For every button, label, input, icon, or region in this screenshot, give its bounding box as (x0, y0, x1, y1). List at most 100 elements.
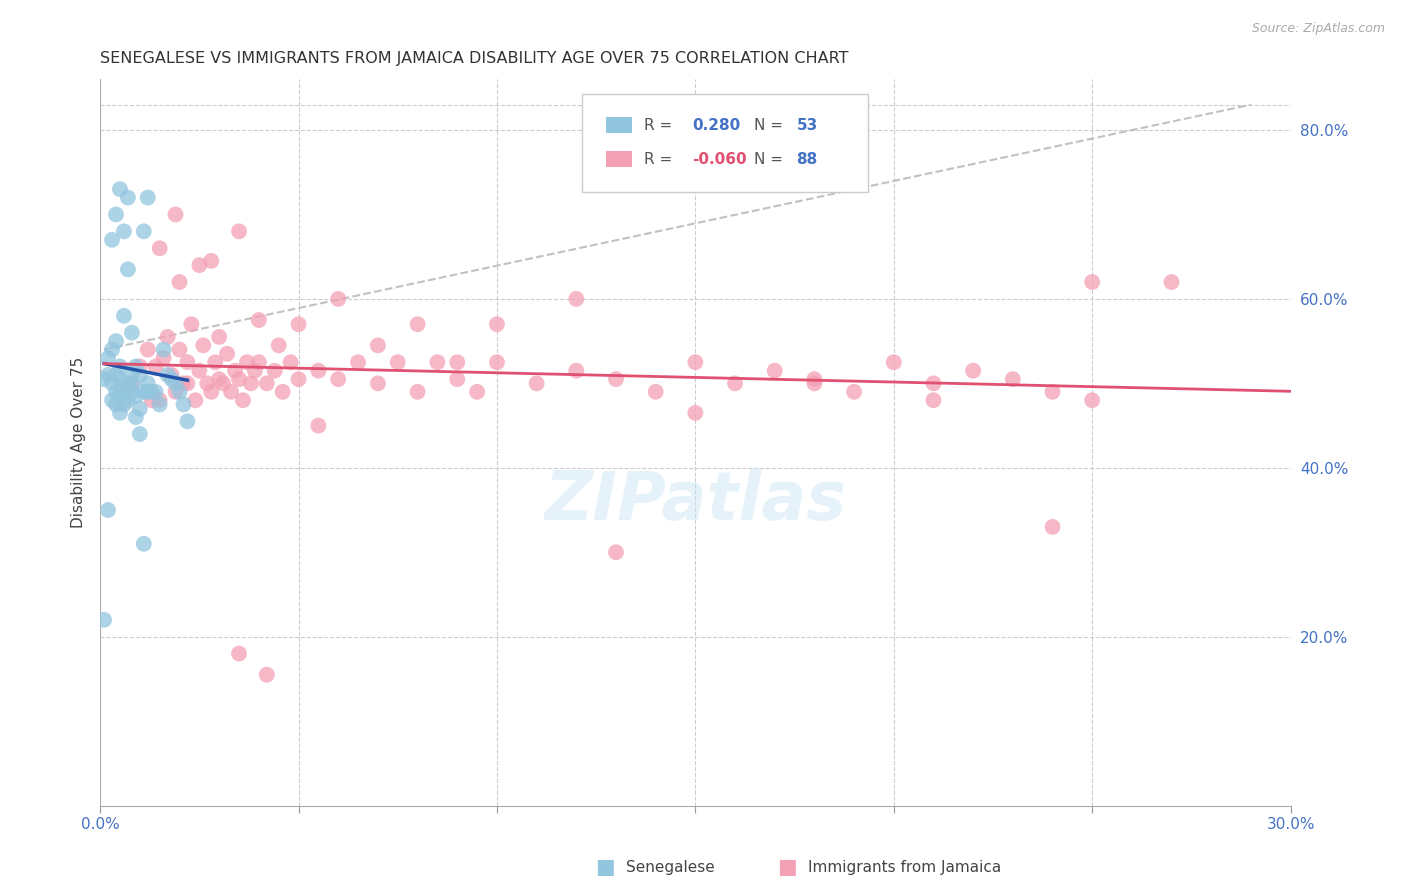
Point (232, 393, 254, 408)
Text: Source: ZipAtlas.com: Source: ZipAtlas.com (1251, 22, 1385, 36)
Y-axis label: Disability Age Over 75: Disability Age Over 75 (72, 357, 86, 528)
Point (485, 355, 508, 369)
Point (426, 355, 449, 369)
Point (132, 384, 155, 399)
Point (685, 355, 707, 369)
Point (328, 292, 350, 306)
Point (605, 372, 627, 386)
Point (228, 224, 250, 238)
Point (219, 384, 242, 399)
Point (256, 667, 278, 681)
Point (328, 372, 350, 386)
Point (247, 355, 270, 369)
Point (204, 355, 226, 369)
Point (121, 376, 143, 391)
Point (247, 313, 270, 327)
Point (239, 376, 262, 391)
Point (465, 384, 488, 399)
Point (128, 427, 150, 442)
Point (108, 359, 131, 374)
Point (243, 364, 266, 378)
Point (200, 253, 222, 268)
Point (121, 368, 143, 382)
Point (367, 376, 389, 391)
Point (803, 372, 825, 386)
Text: ZIPatlas: ZIPatlas (544, 467, 846, 533)
Point (184, 393, 207, 408)
Point (156, 330, 179, 344)
Text: -0.060: -0.060 (692, 152, 747, 167)
Point (962, 364, 984, 378)
Point (121, 384, 143, 399)
Point (922, 393, 945, 408)
Point (149, 393, 172, 408)
Point (145, 359, 167, 374)
Point (367, 338, 389, 352)
Point (128, 401, 150, 416)
Point (406, 318, 429, 332)
Text: R =: R = (644, 118, 678, 133)
Point (156, 368, 179, 382)
Point (105, 397, 128, 411)
Point (193, 338, 215, 352)
Point (108, 389, 131, 403)
Point (347, 355, 370, 369)
Point (446, 372, 468, 386)
Point (228, 372, 250, 386)
Point (112, 381, 135, 395)
Point (136, 343, 159, 357)
Text: ■: ■ (778, 857, 797, 877)
Point (176, 376, 198, 391)
Point (1042, 520, 1064, 534)
Point (188, 364, 211, 378)
Point (136, 190, 159, 204)
Point (117, 262, 139, 277)
Point (1160, 275, 1182, 289)
Point (97, 368, 120, 382)
Point (117, 190, 139, 204)
Point (256, 376, 278, 391)
Text: R =: R = (644, 152, 678, 167)
Point (263, 364, 285, 378)
Text: N =: N = (754, 152, 787, 167)
Point (125, 389, 148, 403)
Point (105, 384, 128, 399)
Point (117, 376, 139, 391)
Point (1081, 275, 1104, 289)
Point (1001, 372, 1024, 386)
Point (188, 258, 211, 272)
Point (803, 376, 825, 391)
Text: ■: ■ (595, 857, 614, 877)
Point (565, 364, 588, 378)
Point (195, 376, 218, 391)
Point (149, 397, 172, 411)
Point (112, 309, 135, 323)
Point (387, 355, 409, 369)
Text: 53: 53 (797, 118, 818, 133)
Point (121, 326, 143, 340)
Point (1042, 384, 1064, 399)
Point (200, 384, 222, 399)
Point (526, 376, 548, 391)
Point (112, 397, 135, 411)
Point (267, 338, 290, 352)
Point (307, 418, 329, 433)
Point (160, 372, 183, 386)
Point (141, 393, 163, 408)
Point (132, 224, 155, 238)
Point (307, 364, 329, 378)
Point (763, 364, 786, 378)
Point (842, 384, 865, 399)
Point (176, 414, 198, 428)
Point (101, 233, 124, 247)
FancyBboxPatch shape (606, 152, 633, 167)
Point (149, 241, 172, 255)
Point (97, 351, 120, 365)
Point (446, 355, 468, 369)
Point (180, 318, 202, 332)
Point (160, 368, 183, 382)
Point (93, 613, 115, 627)
Point (108, 182, 131, 196)
FancyBboxPatch shape (606, 117, 633, 133)
Point (280, 355, 302, 369)
